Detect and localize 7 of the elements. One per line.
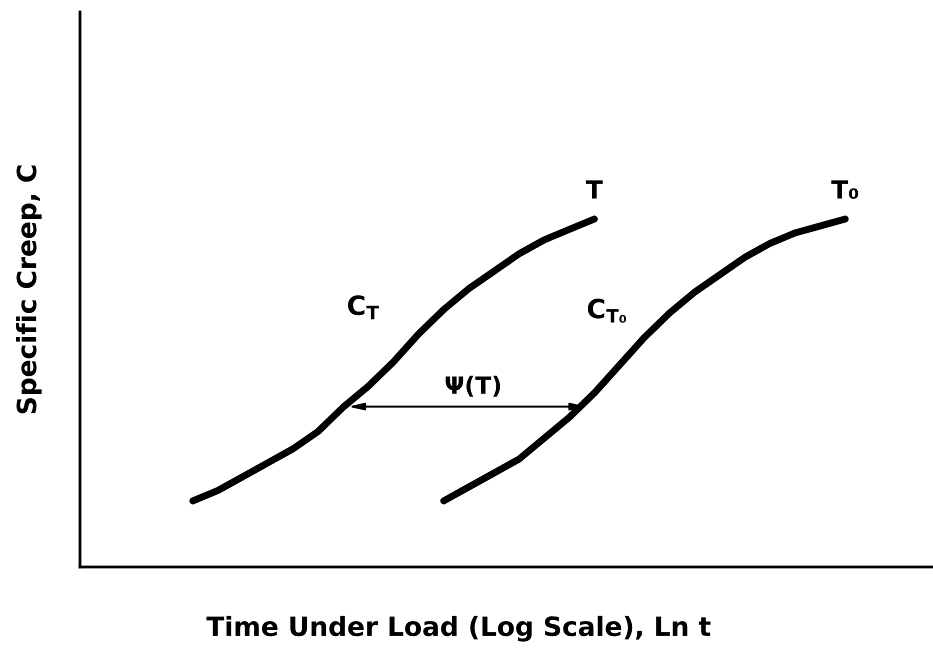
annotation: C$_{T₀}$ [588, 298, 626, 323]
series-label: T₀ [831, 180, 858, 199]
annotation: Ψ(T) [446, 376, 500, 397]
x-axis-title: Time Under Load (Log Scale), Ln t [206, 616, 711, 642]
y-axis-title: Specific Creep, C [16, 165, 42, 414]
series-label: T [586, 180, 603, 199]
annotation: C$_{T}$ [348, 295, 379, 320]
